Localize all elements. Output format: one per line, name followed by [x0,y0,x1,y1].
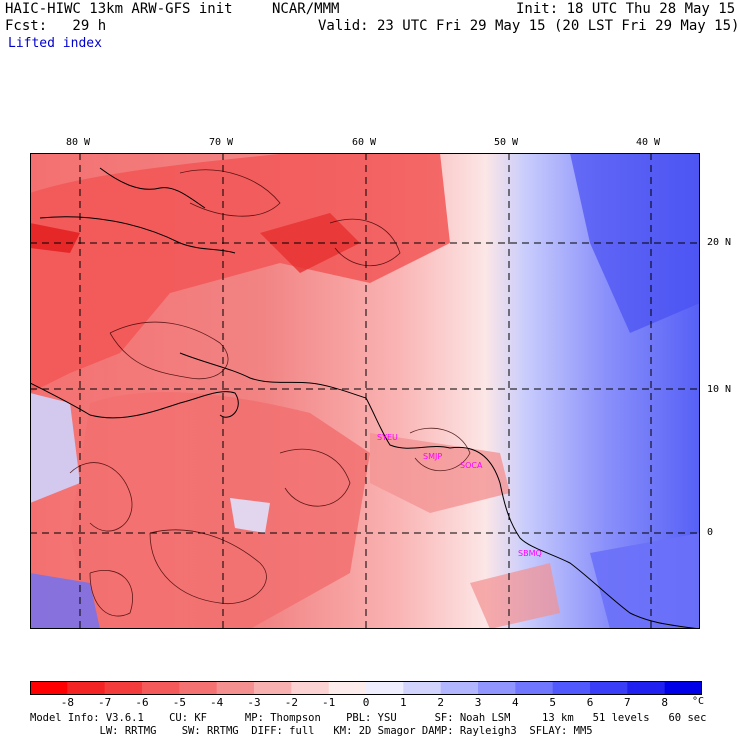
colorbar-tick-label: -8 [60,696,74,709]
colorbar-swatch [440,681,479,695]
colorbar-tick-label: 8 [661,696,668,709]
colorbar-tick-label: -1 [322,696,336,709]
colorbar-swatch [67,681,106,695]
model-info-line-2: LW: RRTMG SW: RRTMG DIFF: full KM: 2D Sm… [30,725,593,737]
colorbar-tick-label: 3 [474,696,482,709]
colorbar-tick-label: 2 [437,696,444,709]
colorbar-swatch [664,681,702,695]
forecast-hour: Fcst: 29 h [5,18,107,34]
colorbar-swatch [366,681,404,695]
field-name: Lifted index [8,36,102,51]
organization-label: NCAR/MMM [272,1,340,17]
model-title: HAIC-HIWC 13km ARW-GFS init [5,1,233,17]
colorbar-swatch [552,681,591,695]
colorbar-swatch [515,681,554,695]
lon-label-40w: 40 W [636,137,661,148]
lat-label-10n: 10 N [707,384,732,395]
colorbar-border [30,681,702,695]
init-time: Init: 18 UTC Thu 28 May 15 [516,1,736,17]
lat-label-0: 0 [707,527,714,538]
lon-label-70w: 70 W [209,137,234,148]
colorbar-tick-label: -7 [98,696,112,709]
colorbar [30,681,702,695]
colorbar-swatch [590,681,628,695]
colorbar-swatch [403,681,442,695]
colorbar-tick-label: -5 [172,696,186,709]
lon-label-60w: 60 W [352,137,377,148]
colorbar-tick-label: 0 [362,696,370,709]
station-label: SYEU [377,433,398,442]
lon-label-50w: 50 W [494,137,519,148]
map-border [30,153,700,629]
station-label: SOCA [460,461,483,470]
colorbar-tick-label: 5 [549,696,556,709]
colorbar-swatch [254,681,292,695]
terrain-contours [69,169,471,617]
lifted-index-map: SYEU SMJP SOCA SBMQ [30,153,700,629]
colorbar-tick-label: 1 [400,696,407,709]
colorbar-tick-label: -6 [135,696,149,709]
lat-label-20n: 20 N [707,237,732,248]
coastlines [30,167,700,629]
colorbar-swatch [142,681,180,695]
colorbar-tick-label: -2 [284,696,298,709]
colorbar-swatch [291,681,330,695]
colorbar-swatch [104,681,143,695]
colorbar-swatch [216,681,255,695]
colorbar-tick-label: -3 [247,696,261,709]
colorbar-swatch [627,681,666,695]
grid-lines [30,153,700,629]
colorbar-tick-label: 7 [624,696,631,709]
colorbar-swatch [30,681,68,695]
colorbar-swatch [328,681,367,695]
model-info-line-1: Model Info: V3.6.1 CU: KF MP: Thompson P… [30,712,707,724]
station-label: SBMQ [518,549,542,558]
colorbar-swatch [179,681,218,695]
stations: SYEU SMJP SOCA SBMQ [377,433,542,558]
colorbar-unit: °C [692,696,705,707]
unstable-region [30,153,560,629]
colorbar-tick-label: -4 [210,696,224,709]
colorbar-tick-label: 4 [512,696,519,709]
station-label: SMJP [423,452,442,461]
colorbar-tick-label: 6 [586,696,594,709]
colorbar-swatch [478,681,516,695]
valid-time: Valid: 23 UTC Fri 29 May 15 (20 LST Fri … [318,18,740,34]
lon-label-80w: 80 W [66,137,91,148]
